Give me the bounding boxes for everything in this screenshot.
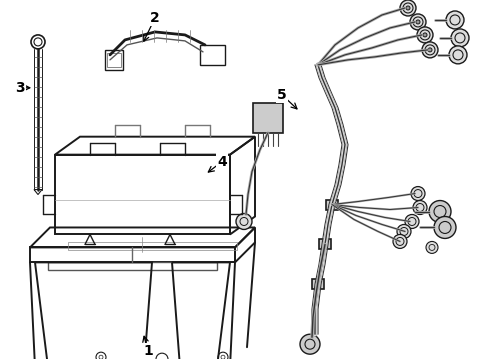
Text: 4: 4 xyxy=(217,155,227,168)
Text: 1: 1 xyxy=(143,344,153,358)
Text: 3: 3 xyxy=(15,81,25,95)
Circle shape xyxy=(446,11,464,29)
Circle shape xyxy=(434,216,456,238)
Circle shape xyxy=(393,234,407,248)
Circle shape xyxy=(413,201,427,215)
Circle shape xyxy=(426,242,438,253)
Circle shape xyxy=(236,213,252,229)
Polygon shape xyxy=(326,199,338,210)
Circle shape xyxy=(449,46,467,64)
Circle shape xyxy=(300,334,320,354)
Circle shape xyxy=(406,6,410,10)
Polygon shape xyxy=(312,279,324,289)
Polygon shape xyxy=(253,103,283,133)
Circle shape xyxy=(428,48,432,52)
Circle shape xyxy=(423,33,427,37)
Circle shape xyxy=(429,201,451,222)
Polygon shape xyxy=(319,239,331,249)
Circle shape xyxy=(411,186,425,201)
Text: 5: 5 xyxy=(277,88,287,102)
Circle shape xyxy=(416,20,420,24)
Circle shape xyxy=(417,27,433,43)
Circle shape xyxy=(410,14,426,30)
Circle shape xyxy=(405,215,419,229)
Circle shape xyxy=(422,42,438,58)
Circle shape xyxy=(400,0,416,16)
Circle shape xyxy=(451,29,469,47)
Circle shape xyxy=(397,225,411,238)
Text: 2: 2 xyxy=(150,11,160,25)
